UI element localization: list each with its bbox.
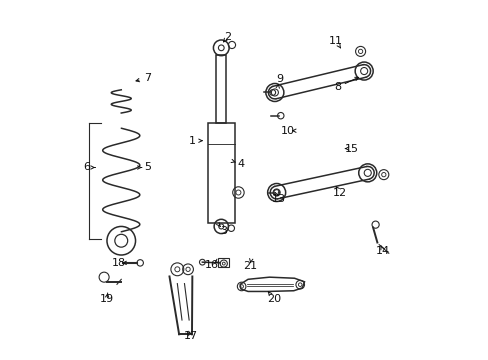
Text: 9: 9	[275, 74, 283, 84]
Text: 16: 16	[204, 260, 218, 270]
Text: 17: 17	[183, 332, 198, 342]
Text: 14: 14	[375, 246, 389, 256]
Bar	[218, 258, 229, 267]
Text: 2: 2	[224, 32, 230, 42]
Text: 8: 8	[333, 82, 340, 92]
Text: 21: 21	[243, 261, 256, 271]
Text: 19: 19	[100, 294, 114, 303]
Text: 11: 11	[328, 36, 342, 46]
Text: 15: 15	[344, 144, 358, 154]
Text: 7: 7	[143, 73, 151, 83]
Text: 20: 20	[266, 294, 280, 303]
Text: 6: 6	[83, 162, 90, 172]
Text: 4: 4	[237, 159, 244, 169]
Text: 13: 13	[271, 194, 285, 203]
Text: 1: 1	[189, 136, 196, 146]
Text: 10: 10	[281, 126, 294, 136]
Text: 3: 3	[220, 226, 227, 236]
Text: 12: 12	[332, 188, 346, 198]
Text: 5: 5	[143, 162, 150, 172]
Text: 18: 18	[111, 258, 125, 268]
